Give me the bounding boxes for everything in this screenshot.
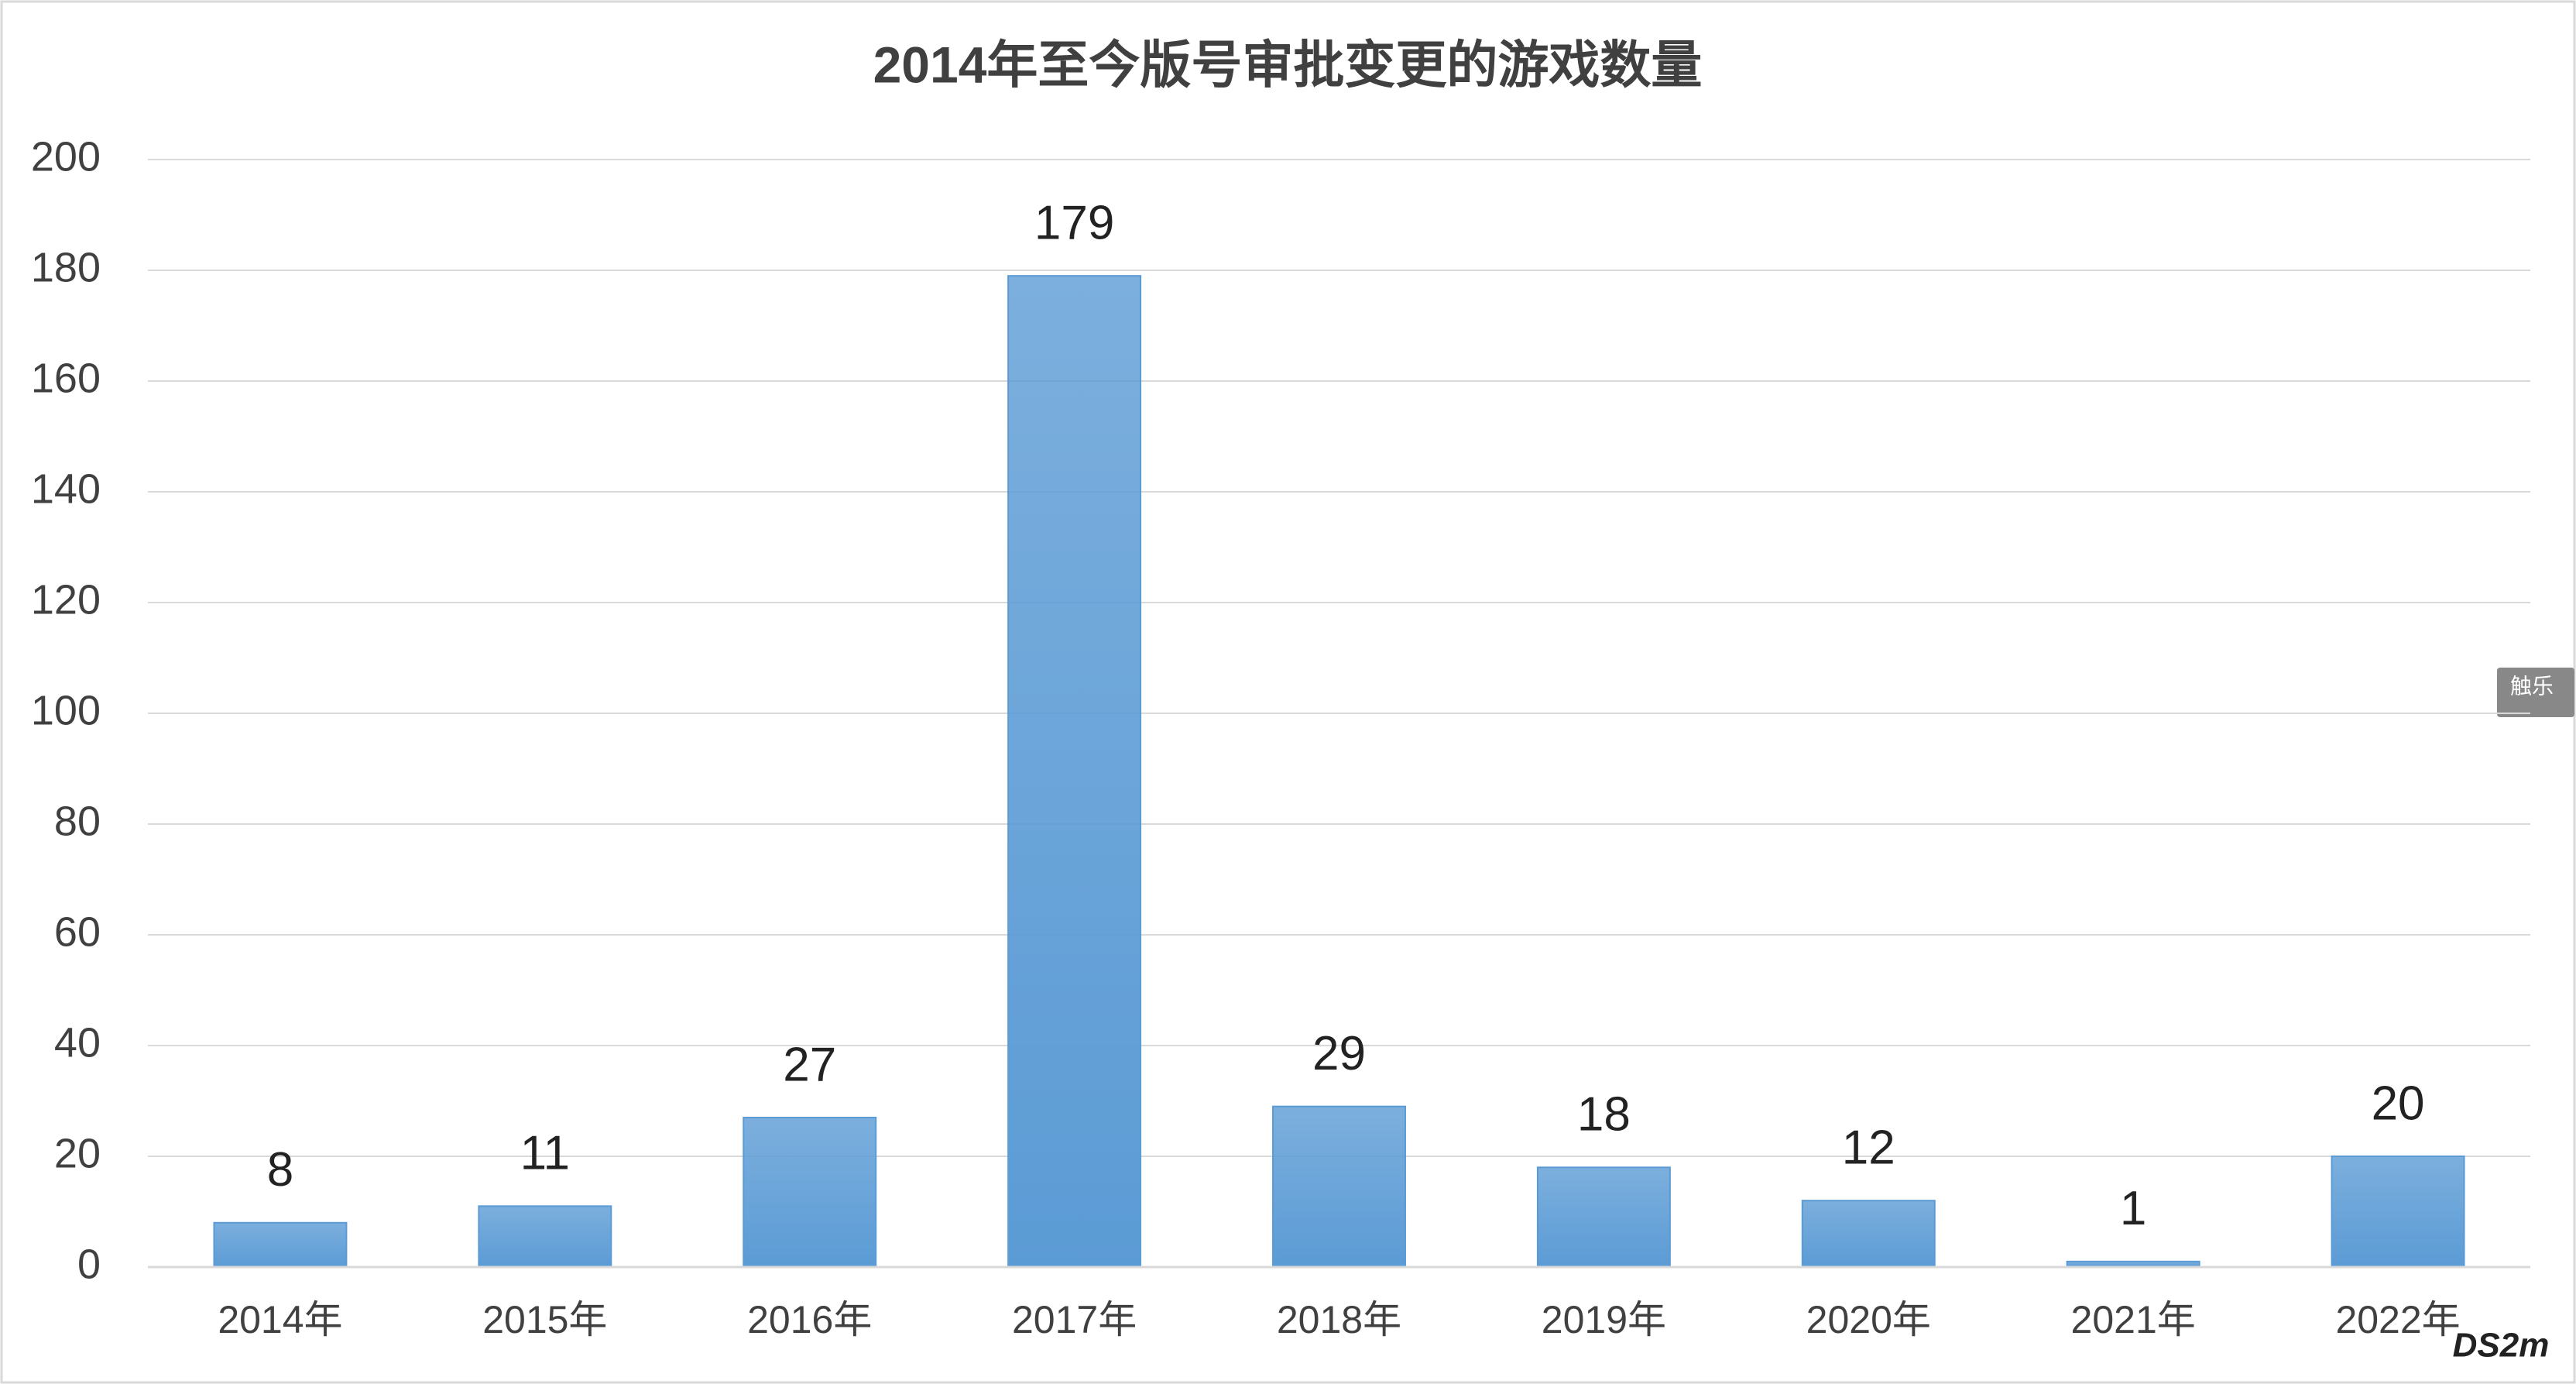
data-label: 27	[783, 1038, 836, 1091]
bar	[1272, 1105, 1406, 1269]
data-label: 8	[267, 1143, 293, 1197]
watermark: DS2m	[2453, 1327, 2550, 1365]
bar	[2331, 1156, 2465, 1268]
x-tick-label: 2018年	[1277, 1298, 1401, 1341]
data-label: 11	[520, 1127, 570, 1180]
data-label: 18	[1577, 1088, 1631, 1142]
y-tick-label: 180	[31, 244, 101, 290]
y-tick-label: 20	[54, 1130, 101, 1176]
bar	[743, 1116, 877, 1268]
y-tick-label: 40	[54, 1019, 101, 1066]
y-tick-label: 120	[31, 576, 101, 623]
x-tick-label: 2016年	[747, 1298, 872, 1341]
x-tick-label: 2021年	[2071, 1298, 2196, 1341]
x-tick-label: 2022年	[2335, 1298, 2460, 1341]
bar	[478, 1205, 612, 1268]
data-label: 12	[1842, 1121, 1895, 1175]
bar	[1536, 1166, 1671, 1269]
x-tick-label: 2020年	[1806, 1298, 1931, 1341]
watermark: 触乐	[2510, 674, 2554, 698]
data-label: 179	[1034, 197, 1114, 250]
y-tick-label: 100	[31, 687, 101, 733]
y-tick-label: 200	[31, 133, 101, 180]
y-tick-label: 80	[54, 798, 101, 844]
y-tick-label: 160	[31, 355, 101, 401]
x-tick-label: 2015年	[482, 1298, 607, 1341]
chart-title: 2014年至今版号审批变更的游戏数量	[873, 36, 1703, 93]
x-tick-label: 2014年	[218, 1298, 342, 1341]
y-tick-label: 140	[31, 465, 101, 512]
bar	[213, 1221, 348, 1269]
bar	[1801, 1200, 1936, 1268]
data-label: 29	[1312, 1027, 1366, 1080]
x-tick-label: 2017年	[1012, 1298, 1137, 1341]
y-tick-label: 0	[77, 1241, 101, 1287]
x-tick-label: 2019年	[1542, 1298, 1666, 1341]
watermark-badge	[2497, 668, 2574, 717]
bar	[1007, 275, 1142, 1268]
data-label: 1	[2120, 1182, 2146, 1235]
data-label: 20	[2372, 1077, 2425, 1130]
y-tick-label: 60	[54, 908, 101, 955]
